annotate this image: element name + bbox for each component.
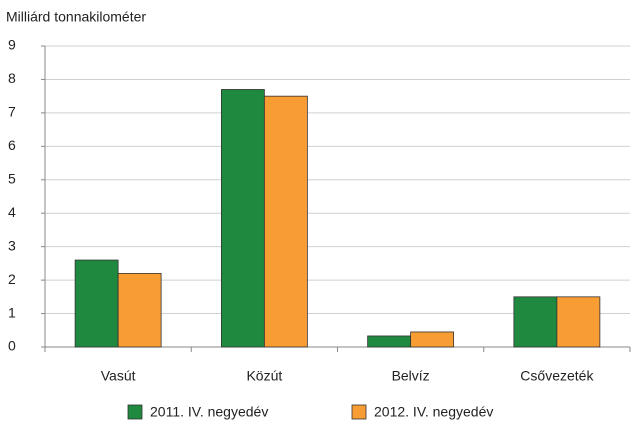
bar [556,296,601,348]
x-tick-label: Vasút [101,368,136,384]
y-tick-label: 1 [8,304,16,320]
legend-label: 2011. IV. negyedév [150,404,268,420]
bar [220,89,265,348]
y-tick-label: 7 [8,104,16,120]
y-tick-label: 3 [8,237,16,253]
y-tick-label: 6 [8,137,16,153]
y-tick-label: 9 [8,37,16,53]
x-tick-label: Csővezeték [520,368,594,384]
x-tick-label: Közút [246,368,282,384]
y-tick-label: 2 [8,271,16,287]
y-axis-label: Milliárd tonnakilométer [6,9,146,25]
legend-swatch [127,404,143,420]
bar [367,335,412,348]
legend-swatch [351,404,367,420]
bar [513,296,558,348]
bar [74,259,119,348]
x-tick-label: Belvíz [392,368,430,384]
bar [410,331,455,348]
legend-label: 2012. IV. negyedév [374,404,493,420]
y-tick-label: 5 [8,170,16,186]
bar [117,273,162,348]
y-tick-label: 8 [8,70,16,86]
y-tick-label: 0 [8,338,16,354]
y-tick-label: 4 [8,204,16,220]
bar [263,95,308,348]
